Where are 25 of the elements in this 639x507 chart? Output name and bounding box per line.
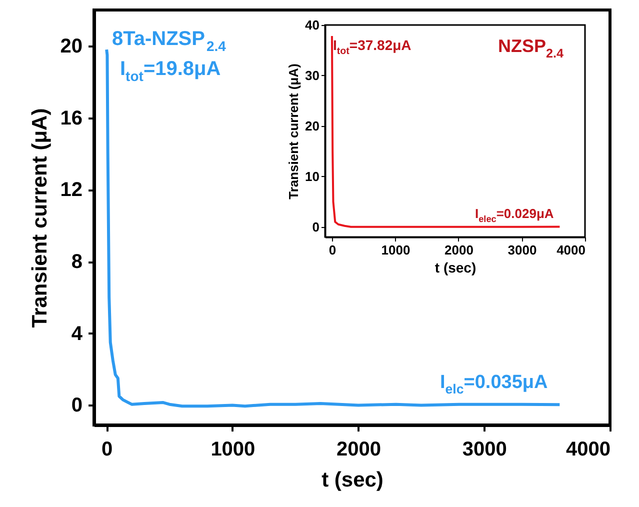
- y-tick-label: 0: [312, 219, 320, 234]
- x-axis-title: t (sec): [434, 260, 476, 276]
- y-tick-label: 20: [60, 35, 82, 58]
- y-tick-label: 20: [305, 118, 320, 134]
- x-tick-label: 1000: [381, 242, 410, 258]
- y-tick-label: 0: [71, 394, 82, 417]
- y-tick-label: 12: [60, 179, 82, 202]
- y-tick-label: 10: [305, 168, 320, 184]
- y-axis-title: Transient current (μA): [286, 64, 302, 200]
- x-tick-label: 1000: [210, 438, 256, 460]
- x-tick-label: 0: [328, 242, 336, 258]
- x-tick-label: 4000: [566, 438, 610, 460]
- x-tick-label: 2000: [444, 242, 474, 258]
- x-tick-label: 3000: [508, 242, 537, 258]
- y-tick-label: 40: [305, 18, 320, 32]
- x-tick-label: 4000: [556, 242, 586, 258]
- x-tick-label: 0: [102, 438, 113, 460]
- x-axis-title: t (sec): [322, 468, 384, 492]
- y-tick-label: 4: [71, 322, 84, 345]
- x-tick-label: 2000: [336, 438, 382, 460]
- y-tick-label: 16: [60, 107, 82, 130]
- y-tick-label: 30: [305, 68, 320, 83]
- y-tick-label: 8: [71, 251, 82, 274]
- y-axis-title: Transient current (μA): [28, 108, 52, 328]
- x-tick-label: 3000: [462, 438, 507, 460]
